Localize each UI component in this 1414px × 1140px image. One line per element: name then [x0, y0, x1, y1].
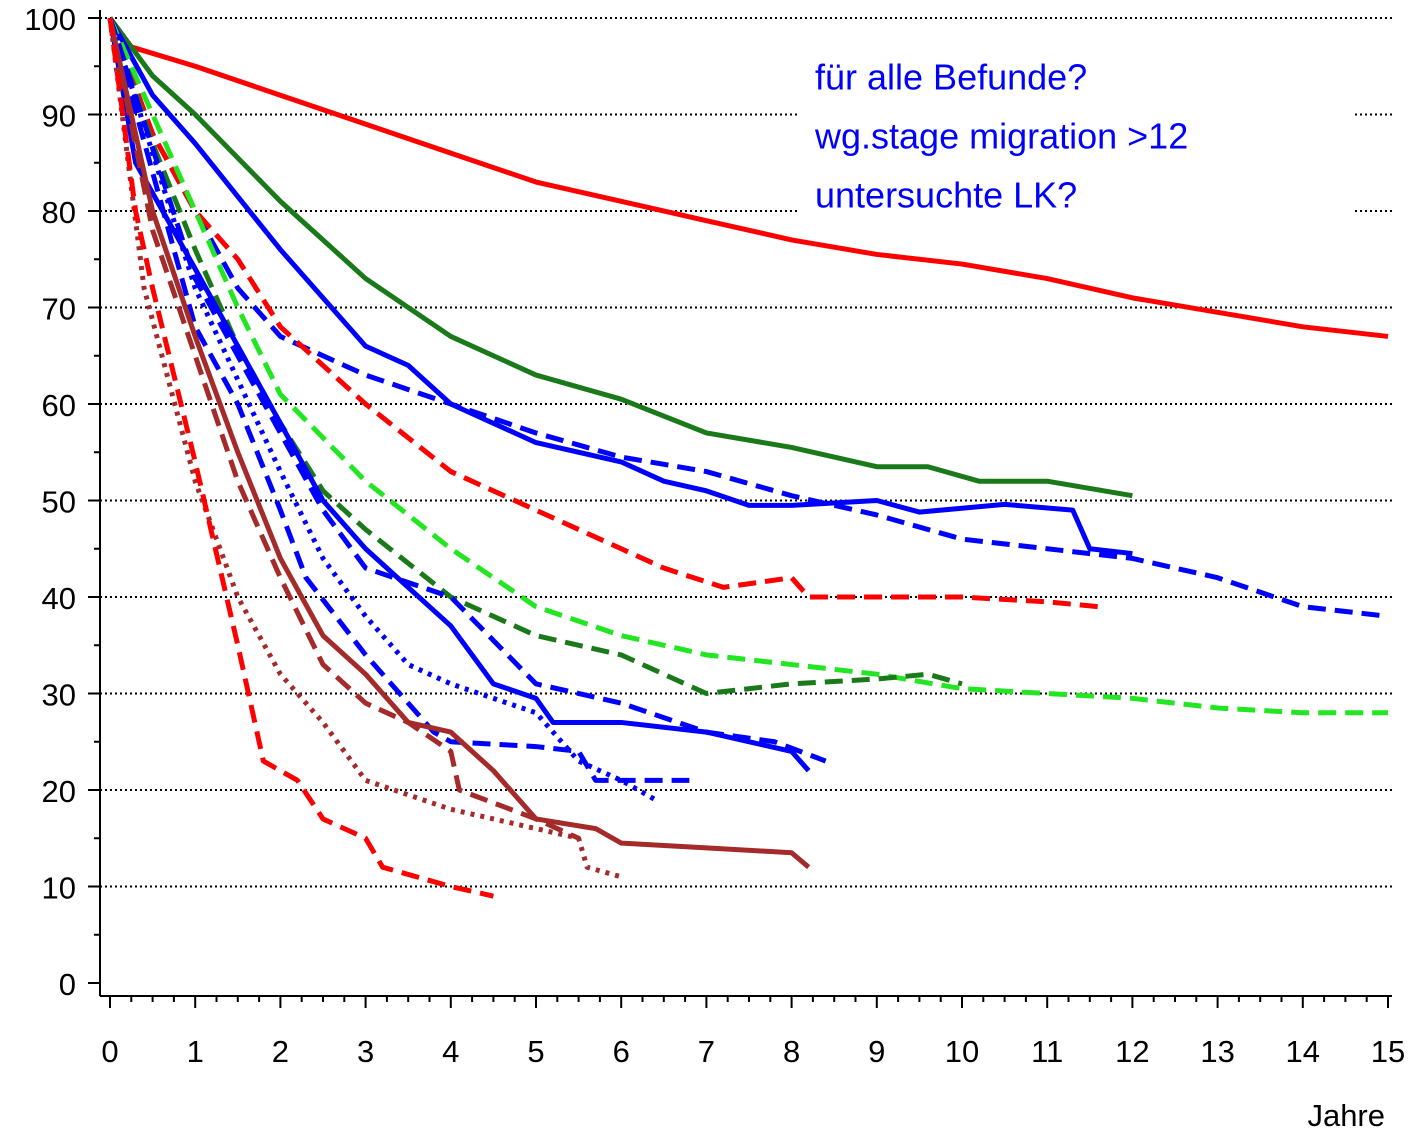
- annotation: für alle Befunde?: [815, 57, 1087, 98]
- y-tick-label: 30: [42, 678, 76, 713]
- x-tick-label: 7: [698, 1034, 715, 1069]
- y-tick-label: 40: [42, 581, 76, 616]
- annotation: untersuchte LK?: [815, 175, 1077, 216]
- x-tick-label: 6: [613, 1034, 630, 1069]
- x-axis-label: Jahre: [1307, 1098, 1385, 1133]
- x-tick-label: 13: [1200, 1034, 1234, 1069]
- y-tick-label: 70: [42, 292, 76, 327]
- survival-curve: [107, 17, 1099, 610]
- survival-curve: [107, 17, 580, 841]
- y-tick-label: 60: [42, 388, 76, 423]
- y-tick-label: 90: [42, 99, 76, 134]
- survival-curve: [107, 17, 690, 783]
- x-tick-label: 12: [1115, 1034, 1149, 1069]
- y-tick-label: 0: [59, 967, 76, 1002]
- annotation-box: [800, 55, 1355, 225]
- x-tick-label: 4: [442, 1034, 459, 1069]
- survival-curve: [107, 17, 657, 802]
- x-tick-label: 8: [783, 1034, 800, 1069]
- x-tick-label: 2: [272, 1034, 289, 1069]
- y-tick-label: 10: [42, 871, 76, 906]
- y-tick-label: 100: [24, 2, 76, 37]
- survival-curve: [107, 17, 622, 880]
- survival-curve: [107, 17, 1389, 619]
- survival-curve: [107, 16, 1133, 557]
- y-tick-label: 20: [42, 774, 76, 809]
- survival-curve: [107, 17, 963, 696]
- survival-curve: [107, 16, 1133, 499]
- y-tick-label: 50: [42, 485, 76, 520]
- survival-curve: [107, 17, 827, 764]
- survival-curve: [107, 17, 494, 899]
- x-tick-label: 5: [527, 1034, 544, 1069]
- x-tick-label: 3: [357, 1034, 374, 1069]
- survival-curve: [107, 17, 811, 870]
- x-tick-label: 0: [101, 1034, 118, 1069]
- x-tick-label: 15: [1371, 1034, 1405, 1069]
- x-tick-label: 10: [945, 1034, 979, 1069]
- x-tick-label: 11: [1031, 1034, 1063, 1069]
- x-tick-label: 1: [187, 1034, 204, 1069]
- x-tick-label: 9: [868, 1034, 885, 1069]
- survival-curve: [107, 16, 1388, 716]
- survival-curve: [107, 16, 1389, 339]
- x-tick-label: 14: [1286, 1034, 1320, 1069]
- y-tick-label: 80: [42, 195, 76, 230]
- survival-curve: [107, 17, 811, 773]
- annotation: wg.stage migration >12: [814, 116, 1188, 157]
